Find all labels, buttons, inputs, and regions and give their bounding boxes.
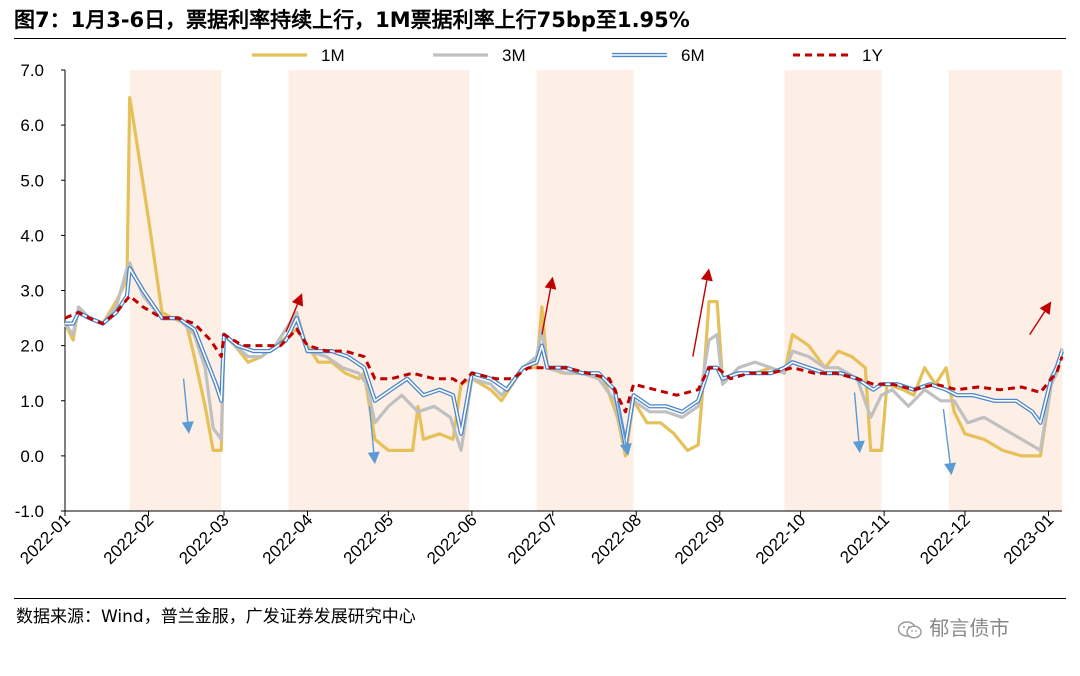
shaded-period — [288, 70, 470, 511]
series-3m-line — [63, 261, 1064, 452]
source-note: 数据来源：Wind，普兰金服，广发证券发展研究中心 — [16, 607, 416, 627]
x-tick-label: 2022-09 — [671, 510, 729, 568]
series-lines — [63, 96, 1064, 458]
x-tick-label: 2022-06 — [423, 510, 481, 568]
arrow-up-shaft — [1029, 311, 1046, 335]
y-tick-label: 2.0 — [20, 337, 44, 356]
footer-divider — [14, 598, 1066, 599]
x-tick-label: 2022-10 — [752, 510, 810, 568]
arrow-up-head — [1039, 301, 1052, 315]
arrow-down-head — [367, 451, 380, 465]
shaded-period — [948, 70, 1062, 511]
line-chart: -1.00.01.02.03.04.05.06.07.0 2022-01 2022… — [15, 46, 1064, 568]
arrow-down-shaft — [368, 406, 375, 453]
shaded-period — [536, 70, 634, 511]
y-axis: -1.0 0.0 1.0 2.0 3.0 4.0 5.0 6.0 7.0 — [15, 61, 66, 521]
series-1y-line — [64, 294, 1064, 414]
x-tick-label: 2022-04 — [259, 510, 317, 568]
y-tick-label: 5.0 — [20, 171, 44, 190]
shaded-period — [784, 70, 882, 511]
y-tick-label: 0.0 — [20, 447, 44, 466]
arrow-up-head — [700, 268, 713, 282]
arrow-up-shaft — [692, 280, 708, 357]
legend: 1M 3M 6M 1Y — [252, 46, 883, 65]
y-tick-label: 7.0 — [20, 61, 44, 80]
arrow-down-shaft — [942, 408, 951, 464]
y-tick-label: 3.0 — [20, 282, 44, 301]
y-tick-label: -1.0 — [15, 502, 44, 521]
x-tick-label: 2022-12 — [916, 510, 974, 568]
x-tick-label: 2022-02 — [100, 510, 158, 568]
x-axis: 2022-01 2022-02 2022-03 2022-04 2022-05 2022-… — [16, 510, 1062, 568]
arrow-down-shaft — [616, 400, 627, 445]
arrow-down-head — [181, 421, 194, 434]
title-divider — [14, 38, 1066, 39]
chart-title: 图7：1月3-6日，票据利率持续上行，1M票据利率上行75bp至1.95% — [14, 8, 690, 32]
legend-label-6m: 6M — [681, 46, 705, 65]
annotation-arrows — [181, 268, 1052, 476]
y-tick-label: 6.0 — [20, 116, 44, 135]
arrow-down-head — [944, 462, 957, 476]
arrow-down-head — [619, 442, 632, 456]
legend-label-1y: 1Y — [862, 46, 883, 65]
arrow-up-shaft — [285, 304, 299, 333]
arrow-up-head — [544, 276, 557, 290]
arrow-up-shaft — [541, 288, 552, 335]
shaded-periods — [129, 70, 1062, 511]
x-tick-label: 2022-08 — [588, 510, 646, 568]
arrow-down-shaft — [853, 392, 860, 442]
arrow-down-head — [852, 440, 865, 454]
arrow-up-head — [291, 293, 304, 307]
series-6m-line — [65, 267, 1063, 446]
y-tick-label: 4.0 — [20, 226, 44, 245]
y-tick-label: 1.0 — [20, 392, 44, 411]
legend-label-1m: 1M — [321, 46, 345, 65]
watermark: 郁言债市 — [897, 612, 1009, 641]
arrow-down-shaft — [182, 378, 189, 422]
x-tick-label: 2022-05 — [340, 510, 398, 568]
x-tick-label: 2022-03 — [175, 510, 233, 568]
wechat-icon — [897, 620, 922, 639]
x-tick-label: 2023-01 — [1000, 510, 1058, 568]
x-tick-label: 2022-11 — [836, 510, 893, 567]
watermark-text: 郁言债市 — [929, 616, 1010, 640]
legend-label-3m: 3M — [502, 46, 526, 65]
x-tick-label: 2022-07 — [504, 510, 562, 568]
